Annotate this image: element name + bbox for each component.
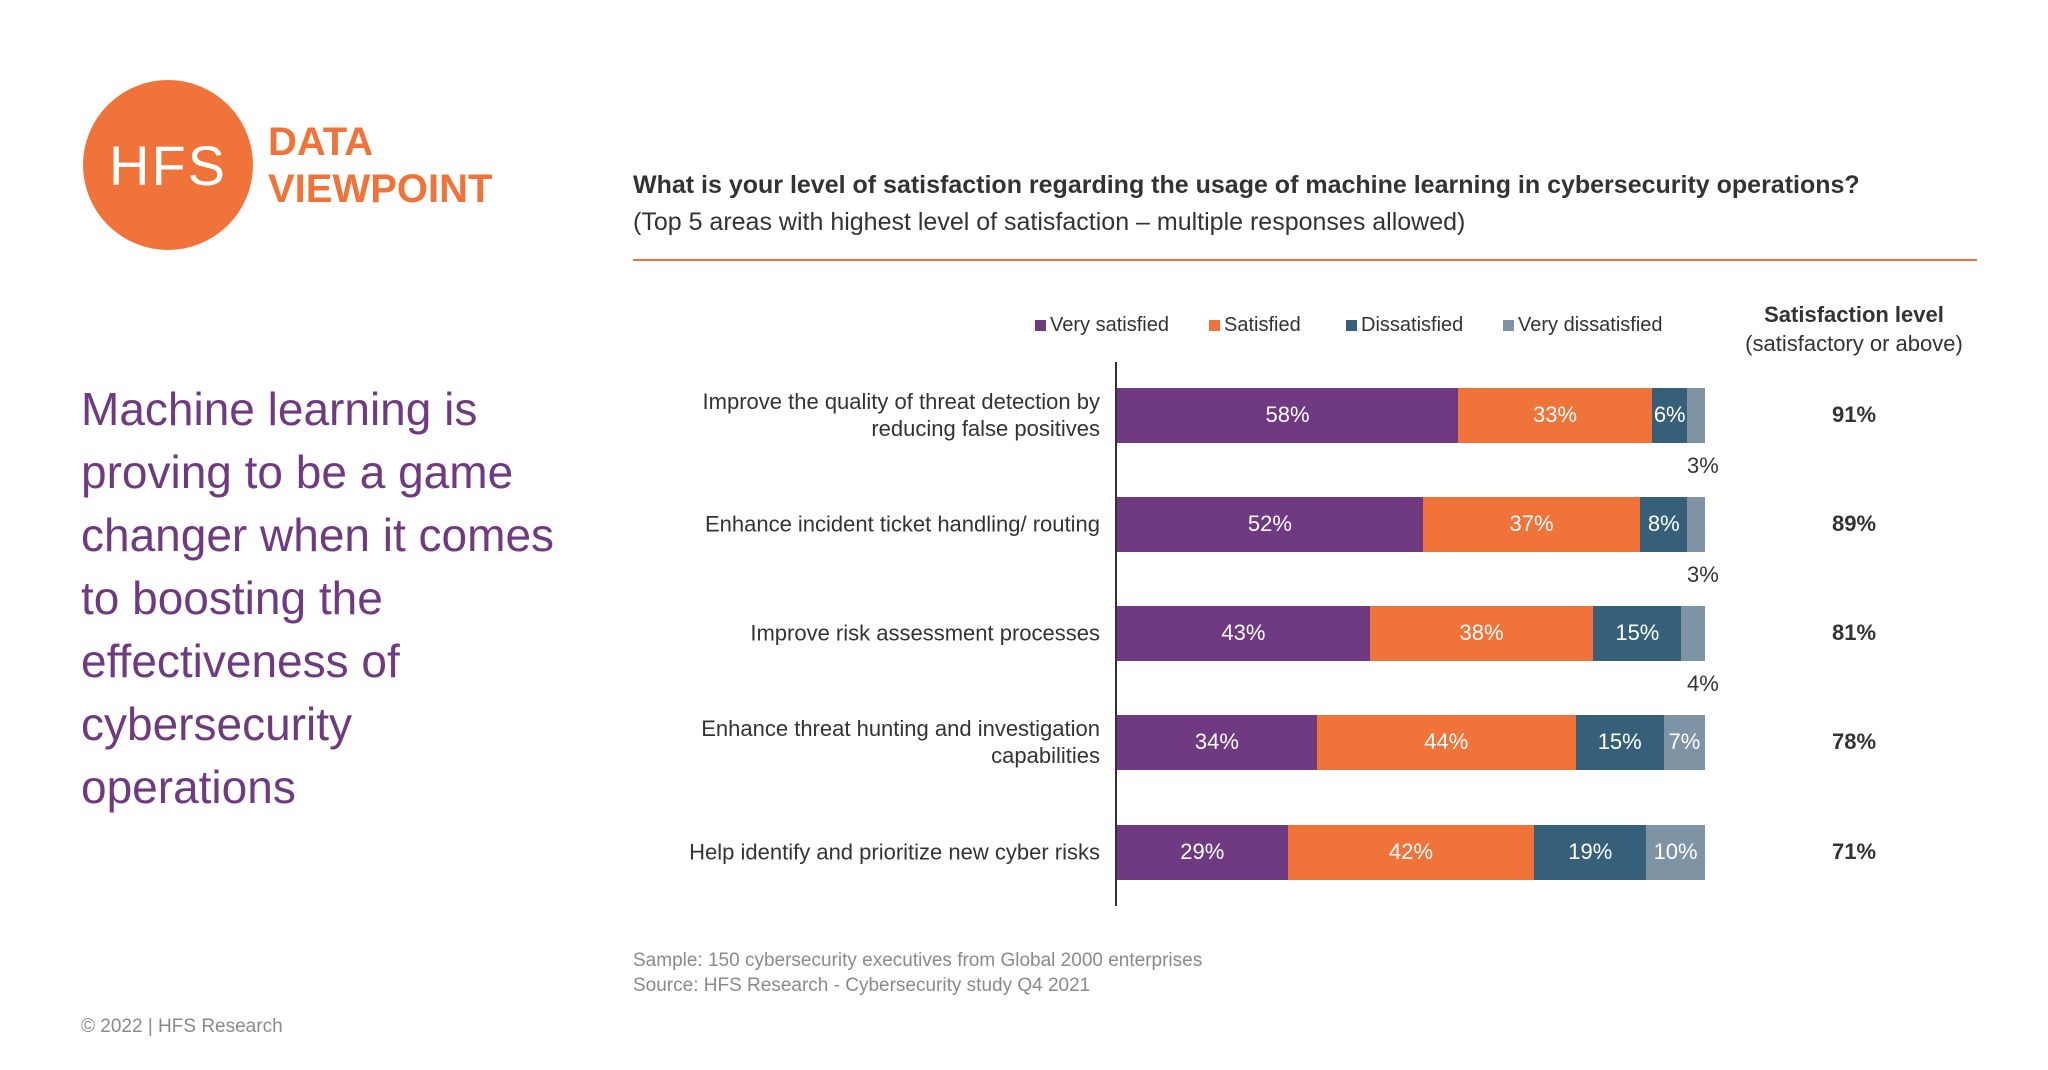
bar-segment: 42%	[1287, 824, 1535, 880]
bar-segment: 37%	[1422, 496, 1641, 552]
bar-segment	[1687, 387, 1705, 443]
legend-swatch	[1503, 320, 1514, 331]
satisfaction-value: 81%	[1831, 620, 1877, 645]
category-label: Improve the quality of threat detection …	[702, 389, 1100, 441]
legend-item: Satisfied	[1209, 314, 1301, 337]
bar-segment: 34%	[1117, 714, 1317, 770]
logo-line1: DATA	[268, 120, 374, 164]
footnote: Sample: 150 cybersecurity executives fro…	[633, 948, 1202, 998]
chart-subtitle: (Top 5 areas with highest level of satis…	[633, 208, 1466, 236]
bar-segment: 8%	[1640, 496, 1688, 552]
satisfaction-header-sub: (satisfactory or above)	[1745, 331, 1963, 356]
sample-note: Sample: 150 cybersecurity executives fro…	[633, 950, 1203, 971]
category-axis	[1115, 362, 1117, 906]
bar-segment: 44%	[1316, 714, 1576, 770]
category-label: Enhance threat hunting and investigation…	[701, 716, 1100, 768]
data-label: 43%	[1221, 620, 1266, 645]
legend-label: Dissatisfied	[1361, 314, 1464, 336]
data-label: 8%	[1647, 511, 1680, 536]
data-label: 34%	[1194, 729, 1239, 754]
category-label: Improve risk assessment processes	[750, 620, 1100, 646]
data-label: 3%	[1687, 452, 1719, 478]
data-label: 15%	[1615, 620, 1660, 645]
chart-title: What is your level of satisfaction regar…	[633, 171, 1860, 199]
bar-segment: 6%	[1652, 387, 1688, 443]
bar-segment: 19%	[1534, 824, 1647, 880]
bar-segment: 52%	[1117, 496, 1423, 552]
satisfaction-value: 91%	[1831, 402, 1877, 427]
satisfaction-value: 71%	[1831, 839, 1877, 864]
data-label: 19%	[1568, 839, 1613, 864]
data-label: 58%	[1265, 402, 1310, 427]
legend-item: Very dissatisfied	[1503, 314, 1663, 337]
source-note: Source: HFS Research - Cybersecurity stu…	[633, 975, 1091, 996]
category-label: Enhance incident ticket handling/ routin…	[704, 511, 1100, 537]
legend-swatch	[1346, 320, 1357, 331]
data-label: 4%	[1687, 670, 1719, 696]
legend-swatch	[1209, 320, 1220, 331]
copyright: © 2022 | HFS Research	[81, 1016, 283, 1037]
data-label: 10%	[1653, 839, 1698, 864]
bar-segment	[1681, 605, 1705, 661]
headline: Machine learning is proving to be a game…	[81, 383, 555, 813]
data-label: 3%	[1687, 561, 1719, 587]
bar-segment: 7%	[1663, 714, 1705, 770]
data-label: 38%	[1459, 620, 1504, 645]
legend-swatch	[1035, 320, 1046, 331]
bar-segment: 29%	[1117, 824, 1288, 880]
data-label: 29%	[1180, 839, 1225, 864]
bar-segment: 15%	[1575, 714, 1664, 770]
satisfaction-value: 89%	[1831, 511, 1877, 536]
bar-segment: 43%	[1117, 605, 1370, 661]
data-label: 6%	[1653, 402, 1686, 427]
data-label: 37%	[1509, 511, 1554, 536]
logo-mark: HFS	[109, 133, 227, 197]
data-label: 52%	[1247, 511, 1292, 536]
bar-segment: 10%	[1646, 824, 1705, 880]
legend-item: Dissatisfied	[1346, 314, 1463, 337]
satisfaction-value: 78%	[1831, 729, 1877, 754]
legend-item: Very satisfied	[1035, 314, 1169, 337]
data-label: 15%	[1597, 729, 1642, 754]
bar-segment: 38%	[1369, 605, 1594, 661]
data-label: 33%	[1533, 402, 1578, 427]
logo-line2: VIEWPOINT	[268, 167, 493, 211]
bar-segment: 58%	[1117, 387, 1459, 443]
data-label: 44%	[1424, 729, 1469, 754]
bar-segment: 15%	[1593, 605, 1682, 661]
legend-label: Very satisfied	[1050, 314, 1169, 336]
satisfaction-header: Satisfaction level (satisfactory or abov…	[1704, 300, 2004, 358]
bar-segment	[1687, 496, 1705, 552]
category-label: Help identify and prioritize new cyber r…	[689, 839, 1100, 865]
data-label: 7%	[1668, 729, 1701, 754]
satisfaction-header-title: Satisfaction level	[1764, 302, 1944, 327]
data-label: 42%	[1388, 839, 1434, 864]
legend-label: Very dissatisfied	[1518, 314, 1663, 336]
divider	[633, 259, 1977, 261]
hfs-logo: HFS	[83, 80, 253, 250]
legend-label: Satisfied	[1224, 314, 1301, 336]
bar-segment: 33%	[1458, 387, 1653, 443]
